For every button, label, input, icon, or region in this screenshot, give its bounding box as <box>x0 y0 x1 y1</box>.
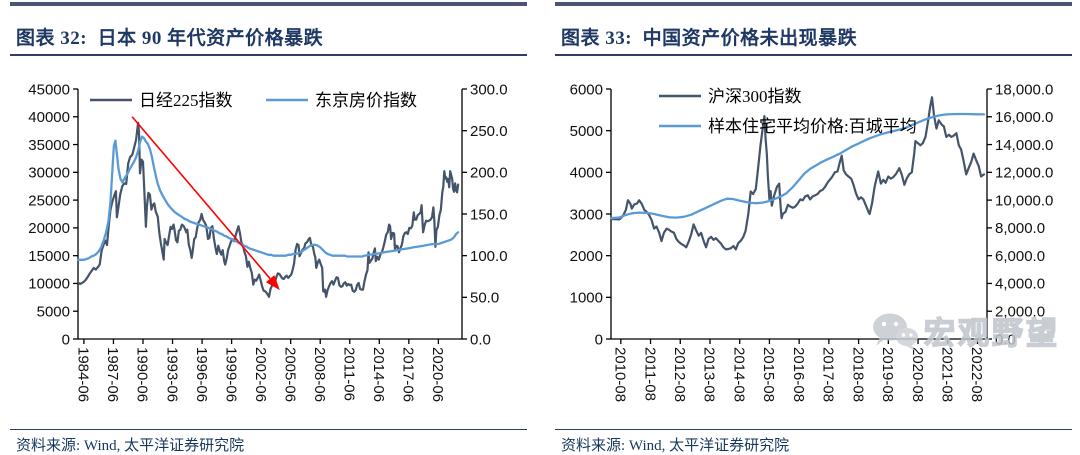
panel-japan-chart: 图表 32: 日本 90 年代资产价格暴跌 0 5000 10000 15000 200… <box>10 2 527 455</box>
svg-text:4,000.0: 4,000.0 <box>995 275 1045 292</box>
svg-text:0: 0 <box>595 331 603 348</box>
svg-text:2017-08: 2017-08 <box>820 347 837 402</box>
axes <box>73 87 467 344</box>
svg-text:200.0: 200.0 <box>470 164 508 181</box>
panel-china-chart: 图表 33: 中国资产价格未出现暴跌 0 1000 2000 3000 4000 5000… <box>555 2 1072 455</box>
svg-text:35000: 35000 <box>28 136 70 153</box>
svg-text:6000: 6000 <box>570 81 603 98</box>
svg-text:2012-08: 2012-08 <box>671 347 688 402</box>
svg-text:3000: 3000 <box>570 206 603 223</box>
svg-text:2019-08: 2019-08 <box>879 347 896 402</box>
svg-text:50.0: 50.0 <box>470 289 499 306</box>
svg-text:2020-06: 2020-06 <box>429 347 446 402</box>
series-line-1 <box>609 112 986 219</box>
legend-label: 样本住宅平均价格:百城平均 <box>708 116 917 135</box>
svg-text:2016-08: 2016-08 <box>790 347 807 402</box>
svg-text:45000: 45000 <box>28 81 70 98</box>
legend-label: 东京房价指数 <box>315 90 417 109</box>
svg-text:1999-06: 1999-06 <box>222 347 239 402</box>
svg-text:2021-08: 2021-08 <box>939 347 956 402</box>
svg-text:300.0: 300.0 <box>470 81 508 98</box>
svg-text:15000: 15000 <box>28 247 70 264</box>
source-note-japan: 资料来源: Wind, 太平洋证券研究院 <box>10 428 527 455</box>
legend-label: 日经225指数 <box>139 90 233 109</box>
series-line-0 <box>76 121 460 298</box>
svg-text:5000: 5000 <box>37 303 70 320</box>
svg-text:6,000.0: 6,000.0 <box>995 247 1045 264</box>
svg-text:2022-08: 2022-08 <box>968 347 985 402</box>
svg-text:40000: 40000 <box>28 109 70 126</box>
svg-text:30000: 30000 <box>28 164 70 181</box>
svg-text:12,000.0: 12,000.0 <box>995 164 1053 181</box>
svg-text:14,000.0: 14,000.0 <box>995 136 1053 153</box>
japan-asset-price-chart: 0 5000 10000 15000 20000 25000 30000 35000 40000… <box>28 81 508 402</box>
svg-text:25000: 25000 <box>28 192 70 209</box>
svg-text:8,000.0: 8,000.0 <box>995 220 1045 237</box>
svg-text:1984-06: 1984-06 <box>75 347 92 402</box>
crash-arrow <box>131 115 271 279</box>
svg-text:4000: 4000 <box>570 164 603 181</box>
svg-text:2018-08: 2018-08 <box>849 347 866 402</box>
svg-text:0.0: 0.0 <box>470 331 491 348</box>
svg-text:2008-06: 2008-06 <box>311 347 328 402</box>
svg-text:2000: 2000 <box>570 247 603 264</box>
svg-text:2011-06: 2011-06 <box>341 347 358 401</box>
svg-text:1000: 1000 <box>570 289 603 306</box>
svg-text:0: 0 <box>62 331 70 348</box>
svg-text:2010-08: 2010-08 <box>612 347 629 402</box>
svg-text:2015-08: 2015-08 <box>760 347 777 402</box>
svg-text:2014-06: 2014-06 <box>370 347 387 402</box>
svg-text:5000: 5000 <box>570 122 603 139</box>
svg-text:1993-06: 1993-06 <box>163 347 180 402</box>
svg-text:2005-06: 2005-06 <box>281 347 298 402</box>
series-line-0 <box>609 95 986 251</box>
svg-text:2,000.0: 2,000.0 <box>995 303 1045 320</box>
svg-text:10,000.0: 10,000.0 <box>995 192 1053 209</box>
svg-text:0.0: 0.0 <box>995 331 1016 348</box>
crash-arrow-head <box>265 274 280 290</box>
svg-text:1987-06: 1987-06 <box>104 347 121 402</box>
source-note-china: 资料来源: Wind, 太平洋证券研究院 <box>555 428 1072 455</box>
svg-text:16,000.0: 16,000.0 <box>995 109 1053 126</box>
svg-text:2020-08: 2020-08 <box>909 347 926 402</box>
svg-text:2002-06: 2002-06 <box>252 347 269 402</box>
svg-text:1990-06: 1990-06 <box>134 347 151 402</box>
figure-title-japan: 图表 32: 日本 90 年代资产价格暴跌 <box>10 22 527 56</box>
series-line-1 <box>76 134 460 261</box>
svg-text:250.0: 250.0 <box>470 122 508 139</box>
svg-text:2013-08: 2013-08 <box>701 347 718 402</box>
figure-title-china: 图表 33: 中国资产价格未出现暴跌 <box>555 22 1072 56</box>
svg-text:2017-06: 2017-06 <box>400 347 417 402</box>
axes <box>606 87 992 344</box>
svg-text:20000: 20000 <box>28 220 70 237</box>
svg-text:1996-06: 1996-06 <box>193 347 210 402</box>
panel-top-rule <box>10 2 527 6</box>
svg-text:18,000.0: 18,000.0 <box>995 81 1053 98</box>
svg-text:10000: 10000 <box>28 275 70 292</box>
legend-label: 沪深300指数 <box>708 86 802 105</box>
china-asset-price-chart: 0 1000 2000 3000 4000 5000 6000 0.0 2,000.0 4,000… <box>570 81 1054 402</box>
svg-text:100.0: 100.0 <box>470 247 508 264</box>
panel-top-rule <box>555 2 1072 6</box>
svg-text:2011-08: 2011-08 <box>641 347 658 401</box>
svg-text:2014-08: 2014-08 <box>730 347 747 402</box>
svg-text:150.0: 150.0 <box>470 206 508 223</box>
